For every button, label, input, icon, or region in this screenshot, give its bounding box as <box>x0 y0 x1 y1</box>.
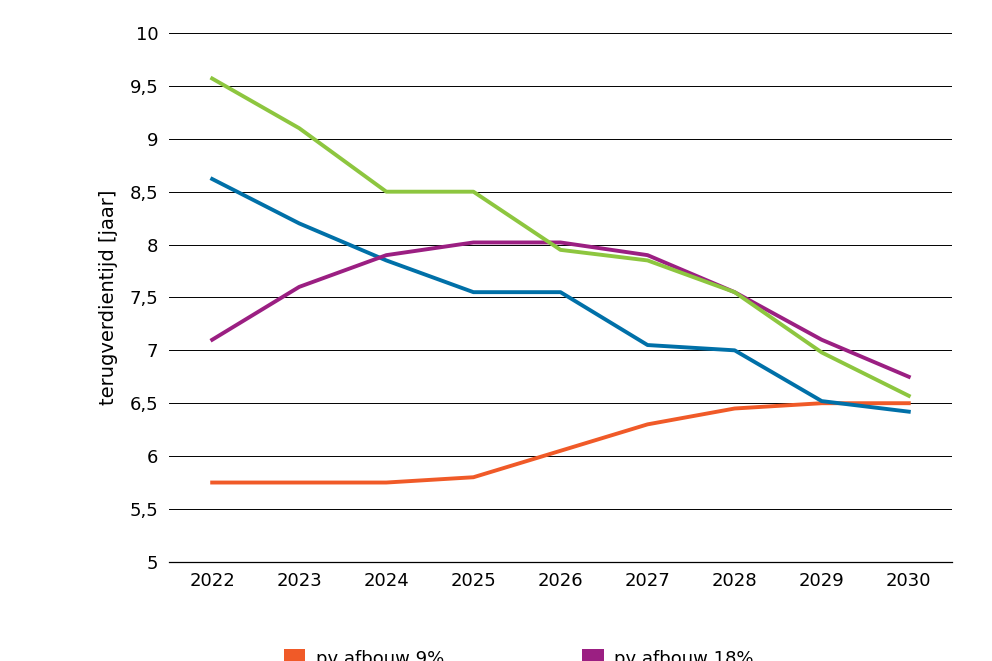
Legend: pv afbouw 9%, pv+storage afbouw 9%, pv afbouw 18%, pv+storage afbouw 18%: pv afbouw 9%, pv+storage afbouw 9%, pv a… <box>275 640 846 661</box>
Y-axis label: terugverdientijd [jaar]: terugverdientijd [jaar] <box>99 190 118 405</box>
